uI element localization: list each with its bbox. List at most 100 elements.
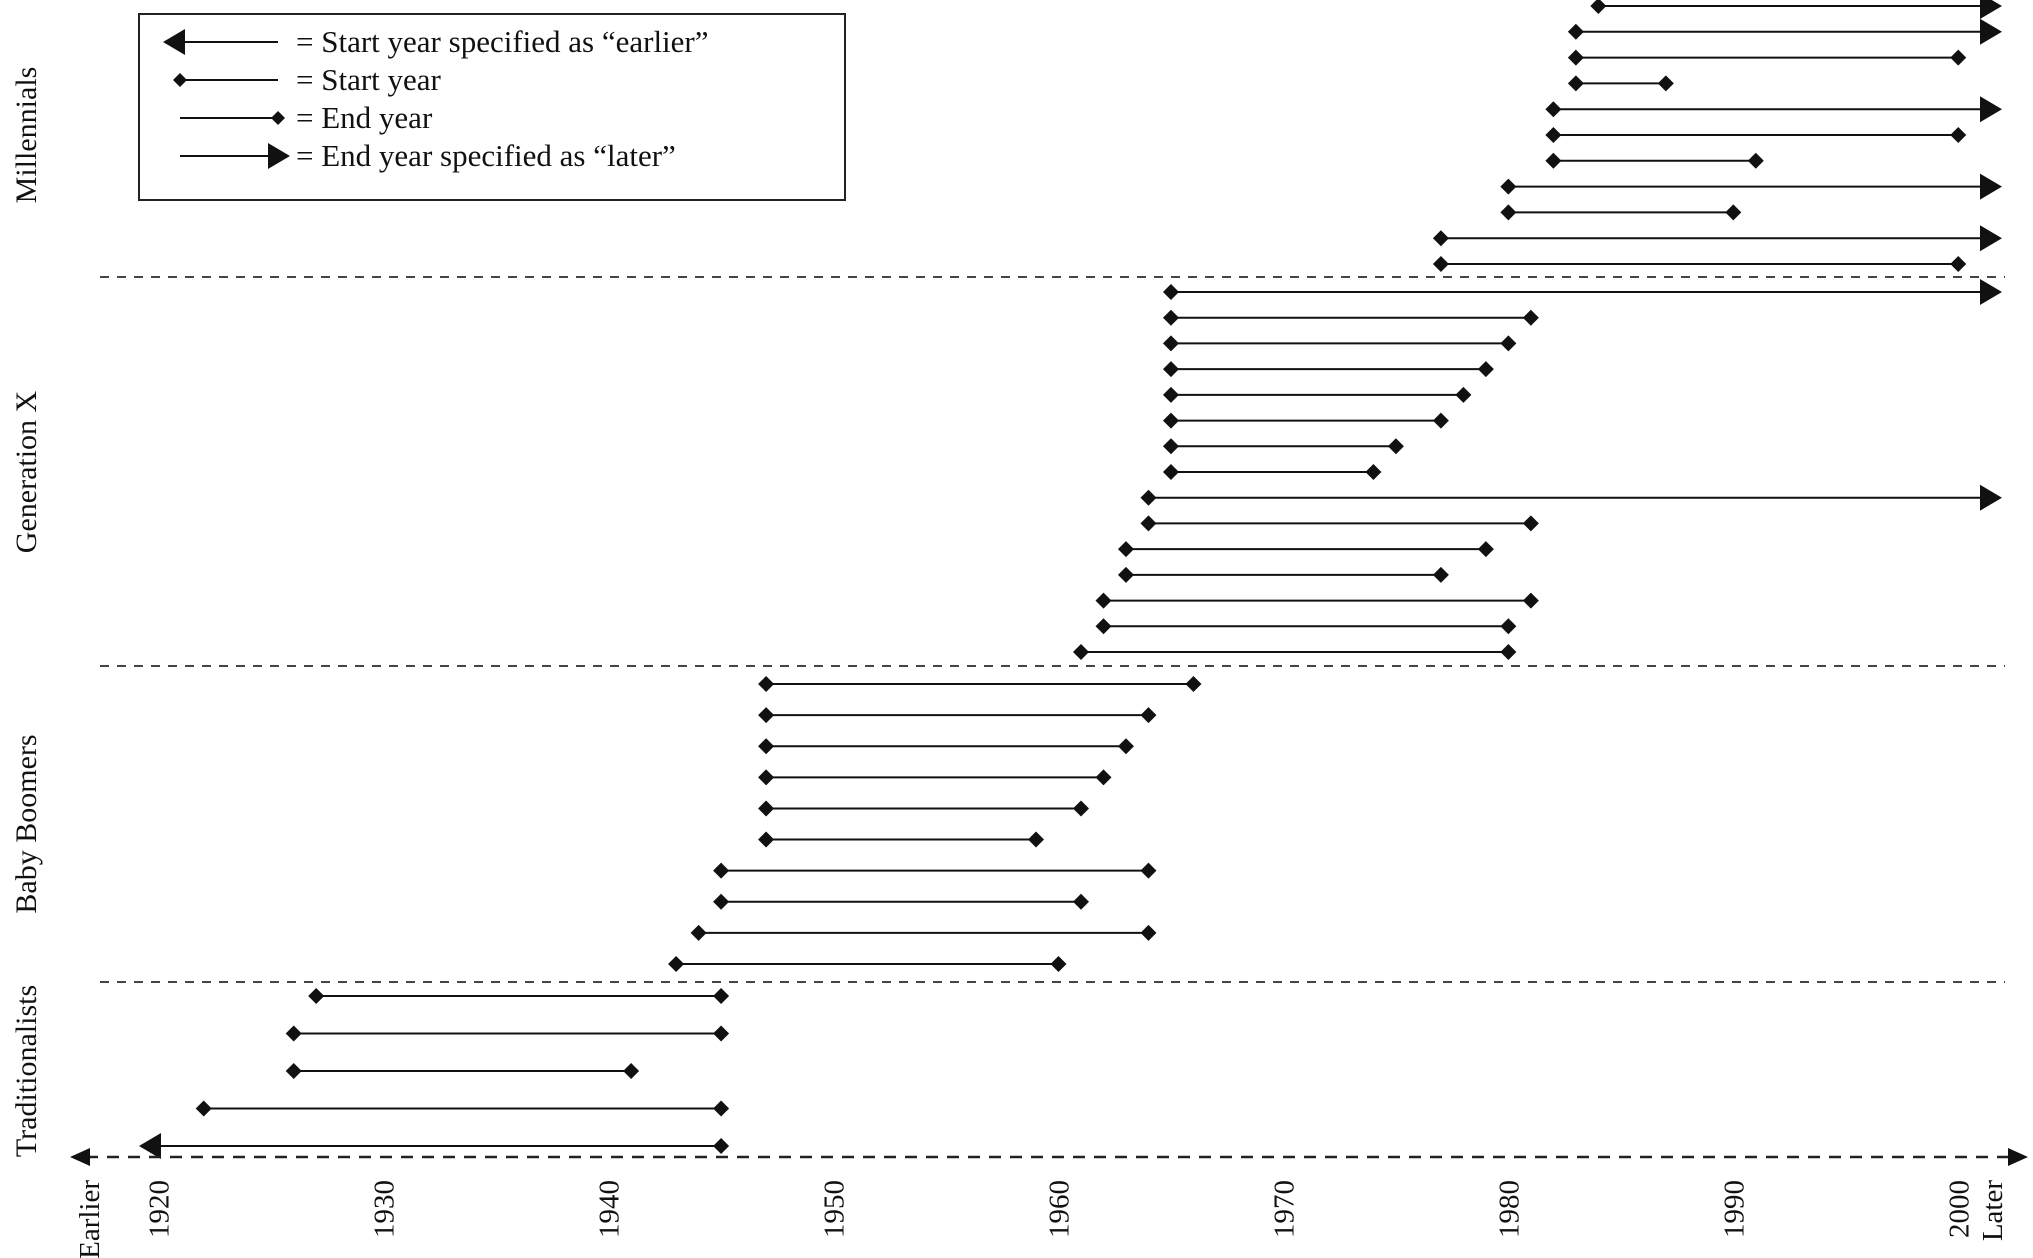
range-bar [1545,152,1764,169]
range-bar [1162,361,1494,378]
start-year-marker [1095,618,1112,635]
x-tick-label: 1930 [369,1180,401,1238]
legend-arrow-right-icon [268,143,290,169]
end-year-marker [1432,412,1449,429]
start-year-marker [1567,49,1584,66]
legend-entry: = End year [180,100,433,135]
range-bar [1095,592,1539,609]
x-tick-label: 1960 [1044,1180,1076,1238]
range-bar [285,1025,730,1042]
start-year-marker [758,769,775,786]
end-year-marker [1095,769,1112,786]
end-later-arrow-icon [1980,18,2002,45]
range-bar [668,956,1067,972]
range-bar [1162,309,1539,326]
range-bar [1117,541,1494,558]
range-bar [1162,279,2002,305]
start-year-marker [758,676,775,692]
range-bar [1567,18,2002,45]
end-year-marker [1950,256,1967,272]
start-year-marker [1432,256,1449,272]
start-year-marker [1140,515,1157,532]
x-tick-label: 1980 [1493,1180,1525,1238]
start-year-marker [668,956,685,972]
end-year-marker [1072,800,1089,817]
end-year-marker [1657,75,1674,92]
end-year-marker [1365,464,1382,480]
start-year-marker [1162,386,1179,403]
end-year-marker [1455,386,1472,403]
range-bar [1545,127,1967,143]
start-year-marker [690,924,707,941]
x-tick-label: 1990 [1718,1180,1750,1238]
range-bar [690,924,1157,941]
range-bar [1567,49,1967,66]
range-bar [285,1063,640,1079]
end-year-marker [1072,893,1089,910]
end-later-arrow-icon [1980,96,2002,123]
range-bar [713,862,1157,879]
start-year-marker [713,893,730,910]
range-bar [1162,412,1449,429]
start-year-marker [1162,284,1179,300]
start-year-marker [1162,464,1179,480]
start-year-marker [1117,541,1134,558]
range-bar [1117,566,1449,583]
start-year-marker [1162,309,1179,326]
generation-separators [100,276,2005,983]
range-bar [308,988,730,1004]
generation-label: Traditionalists [10,985,43,1157]
start-year-marker [285,1063,302,1079]
range-bar [1500,204,1742,221]
legend-arrow-left-icon [163,29,185,55]
start-year-marker [713,862,730,879]
range-bar [758,831,1045,848]
start-year-marker [1500,204,1517,221]
range-bar [1500,173,2002,200]
start-year-marker [758,707,775,724]
end-year-marker [713,1100,730,1117]
range-bar [1545,96,2002,123]
range-bar [139,1133,730,1159]
legend-label: = Start year specified as “earlier” [296,24,709,59]
start-year-marker [758,738,775,755]
end-later-arrow-icon [1980,279,2002,305]
legend-box [138,13,846,201]
end-year-marker [1477,541,1494,558]
legend-diamond-icon [173,73,187,87]
x-axis: Earlier 1920 1930 1940 1950 1960 1970 1980 1990 2… [70,1148,2028,1258]
range-bar [1095,618,1517,635]
start-year-marker [1117,566,1134,583]
end-year-marker [713,1025,730,1042]
start-year-marker [1162,438,1179,455]
range-bar [1590,0,2002,19]
end-year-marker [1950,127,1967,143]
legend-entry: = End year specified as “later” [180,138,676,173]
start-year-marker [1590,0,1607,14]
range-bar [758,800,1089,817]
x-tick-label: 1920 [144,1180,176,1238]
start-year-marker [1567,75,1584,92]
end-year-marker [1500,618,1517,635]
start-year-marker [1162,412,1179,429]
axis-label-later: Later [1977,1180,2009,1242]
x-tick-label: 1970 [1268,1180,1300,1238]
end-later-arrow-icon [1980,225,2002,252]
end-year-marker [1500,644,1517,660]
x-tick-label: 1950 [819,1180,851,1238]
start-year-marker [1545,101,1562,118]
legend-entry: = Start year specified as “earlier” [163,24,709,59]
range-bar [1162,335,1517,352]
start-earlier-arrow-icon [139,1133,161,1159]
end-year-marker [1950,49,1967,66]
range-bar [1072,644,1517,660]
end-year-marker [1477,361,1494,378]
start-year-marker [195,1100,212,1117]
end-year-marker [1050,956,1067,972]
start-year-marker [1567,23,1584,40]
generation-label: Baby Boomers [10,734,43,913]
range-bar [1162,438,1404,455]
start-year-marker [1545,127,1562,143]
end-year-marker [1725,204,1742,221]
start-year-marker [1162,361,1179,378]
